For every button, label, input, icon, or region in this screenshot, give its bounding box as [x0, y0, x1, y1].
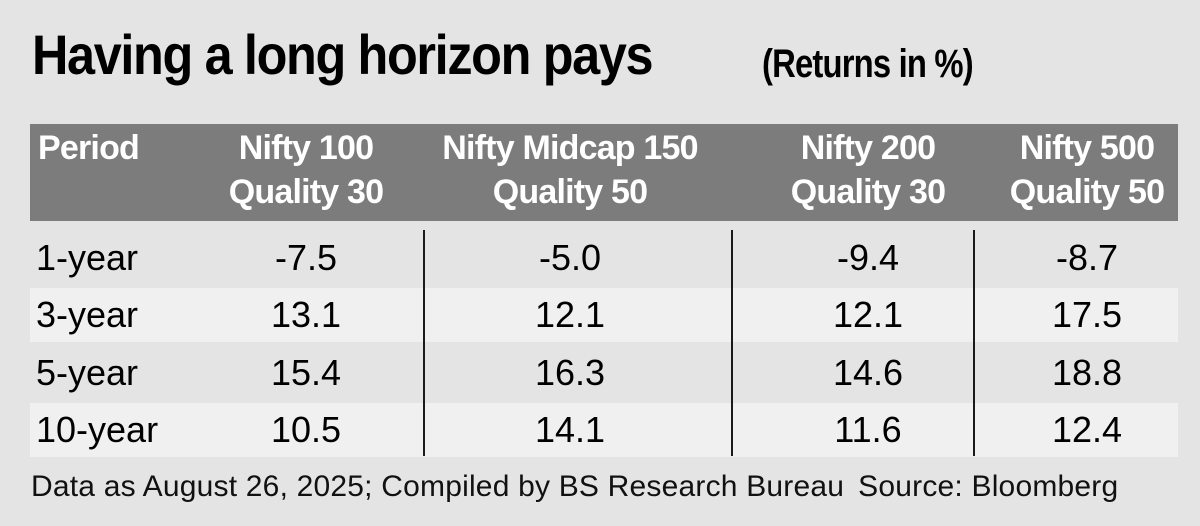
header-nifty100-q30-line1: Nifty 100: [238, 129, 374, 167]
table-row: 3-year 13.1 12.1 12.1 17.5: [30, 288, 1178, 342]
header-nifty100-q30-line2: Quality 30: [228, 173, 384, 211]
chart-title: Having a long horizon pays: [32, 23, 654, 86]
chart-subtitle: (Returns in %): [762, 42, 974, 86]
header-nifty500-q50-line2: Quality 50: [1009, 173, 1165, 211]
cell-value: 18.8: [1051, 352, 1123, 393]
table-row: 10-year 10.5 14.1 11.6 12.4: [30, 403, 1178, 457]
cell-value: -8.7: [1055, 237, 1119, 278]
row-period: 1-year: [36, 237, 139, 278]
cell-value: 16.3: [534, 352, 606, 393]
table-row: 1-year -7.5 -5.0 -9.4 -8.7: [30, 231, 1178, 285]
cell-value: 12.1: [832, 294, 904, 335]
header-midcap150-q50-line2: Quality 50: [492, 173, 648, 211]
row-period: 5-year: [36, 352, 139, 393]
header-nifty200-q30-line1: Nifty 200: [800, 129, 936, 167]
cell-value: 10.5: [270, 409, 342, 450]
cell-value: 12.1: [534, 294, 606, 335]
footnote-line: Data as August 26, 2025; Compiled by BS …: [31, 470, 1118, 504]
header-nifty200-q30: Nifty 200 Quality 30: [758, 126, 978, 214]
cell-value: 14.1: [534, 409, 606, 450]
row-period: 10-year: [36, 409, 159, 450]
column-divider: [423, 230, 425, 456]
column-divider: [973, 230, 975, 456]
cell-value: 14.6: [832, 352, 904, 393]
cell-value: 11.6: [834, 409, 902, 450]
header-nifty100-q30: Nifty 100 Quality 30: [206, 126, 406, 214]
chart-title-block: Having a long horizon pays (Returns in %…: [32, 22, 974, 87]
cell-value: 12.4: [1051, 409, 1123, 450]
header-nifty500-q50-line1: Nifty 500: [1019, 129, 1155, 167]
cell-value: -9.4: [836, 237, 900, 278]
cell-value: -7.5: [274, 237, 338, 278]
header-midcap150-q50: Nifty Midcap 150 Quality 50: [420, 126, 720, 214]
column-divider: [731, 230, 733, 456]
footnote-text: Data as August 26, 2025; Compiled by BS …: [31, 470, 845, 503]
table-row: 5-year 15.4 16.3 14.6 18.8: [30, 346, 1178, 400]
row-period: 3-year: [36, 294, 139, 335]
table-header: Period Nifty 100 Quality 30 Nifty Midcap…: [30, 124, 1178, 221]
header-nifty500-q50: Nifty 500 Quality 50: [996, 126, 1178, 214]
header-nifty200-q30-line2: Quality 30: [790, 173, 946, 211]
cell-value: 15.4: [270, 352, 342, 393]
cell-value: 17.5: [1051, 294, 1123, 335]
cell-value: -5.0: [538, 237, 602, 278]
source-text: Source: Bloomberg: [858, 470, 1119, 503]
header-period-label: Period: [38, 129, 140, 167]
header-midcap150-q50-line1: Nifty Midcap 150: [442, 129, 698, 167]
cell-value: 13.1: [270, 294, 342, 335]
header-period: Period: [38, 126, 140, 170]
